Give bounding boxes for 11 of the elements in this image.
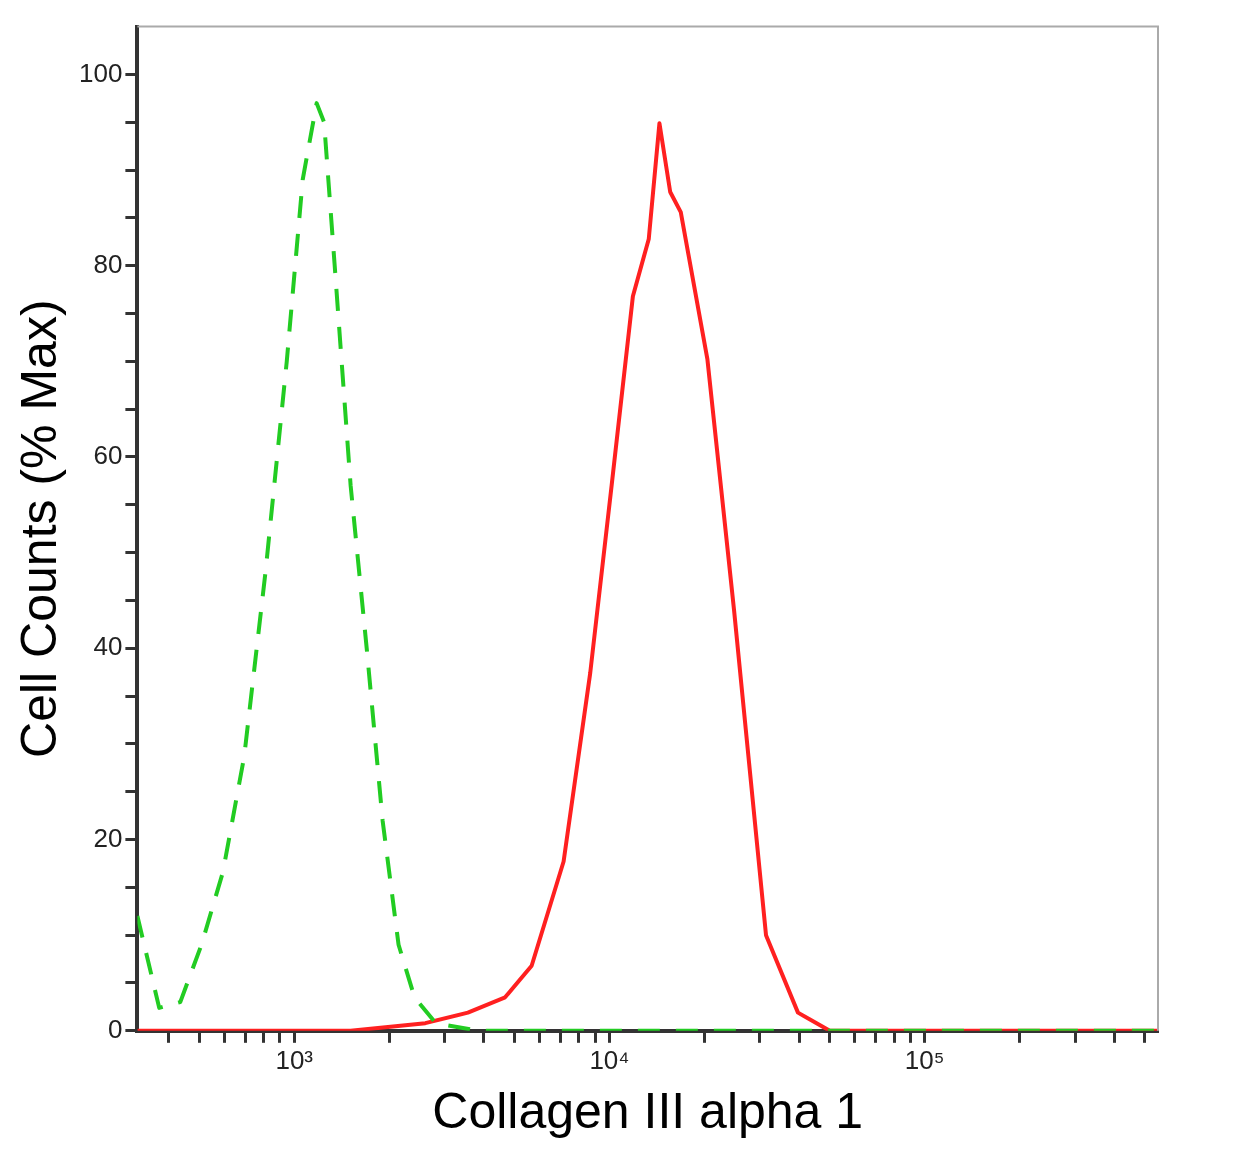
x-tick-label: 10⁵ [904, 1044, 945, 1075]
y-tick-label: 20 [93, 822, 123, 853]
x-tick-label: 10³ [275, 1044, 314, 1075]
y-axis-title: Cell Counts (% Max) [10, 299, 67, 758]
y-tick-label: 100 [78, 57, 123, 88]
x-axis-title: Collagen III alpha 1 [432, 1082, 864, 1139]
y-tick-label: 40 [93, 631, 123, 662]
y-tick-label: 60 [93, 440, 123, 471]
y-tick-label: 80 [93, 248, 123, 279]
x-tick-label: 10⁴ [589, 1044, 630, 1075]
y-tick-label: 0 [107, 1013, 123, 1044]
